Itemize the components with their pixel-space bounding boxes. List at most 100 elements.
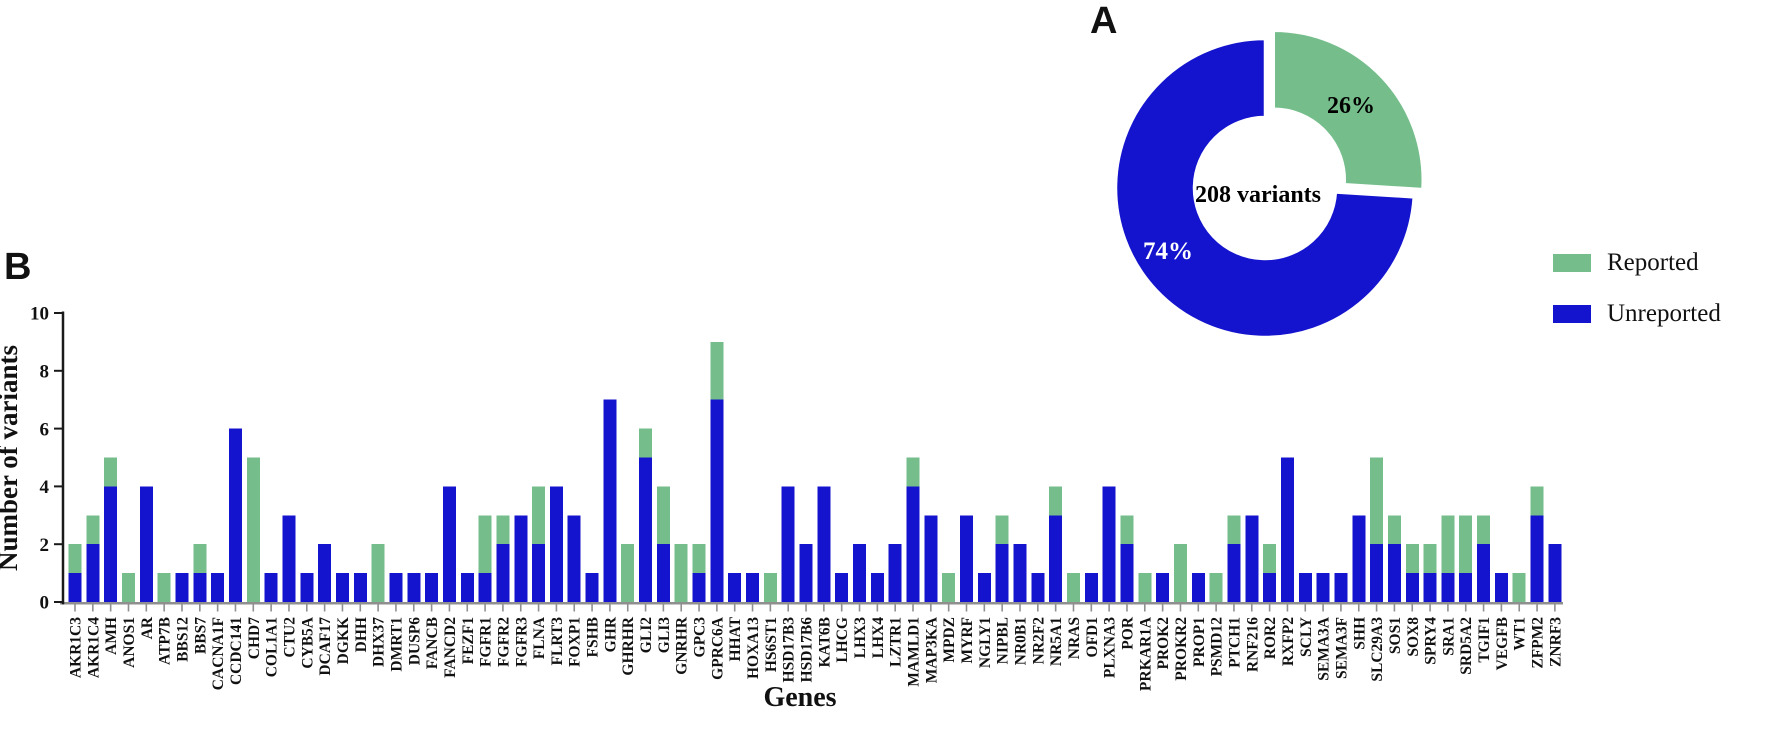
legend-item-reported: Reported: [1553, 249, 1721, 276]
bar-reported-GHRHR: [621, 544, 635, 602]
x-tick-label-CACNA1F: CACNA1F: [210, 617, 227, 690]
bar-unreported-HOXA13: [746, 573, 760, 602]
bar-reported-NRAS: [1066, 573, 1080, 602]
donut-chart: [1114, 29, 1424, 339]
bar-unreported-KAT6B: [817, 486, 831, 602]
pie-center-label: 208 variants: [1195, 182, 1321, 208]
x-tick-label-FLRT3: FLRT3: [549, 617, 566, 666]
bar-reported-SOS1: [1387, 515, 1401, 545]
bar-reported-TGIF1: [1477, 515, 1491, 545]
panel-a-label: A: [1090, 0, 1118, 42]
bar-unreported-LHCG: [835, 573, 849, 602]
bar-unreported-DMRT1: [389, 573, 403, 602]
x-tick-label-NRAS: NRAS: [1066, 617, 1083, 659]
bar-reported-SPRY4: [1423, 544, 1437, 574]
x-tick-label-HS6ST1: HS6ST1: [763, 617, 780, 672]
bar-unreported-MAP3KA: [924, 515, 938, 602]
bar-unreported-COL1A1: [264, 573, 278, 602]
x-tick-label-KAT6B: KAT6B: [816, 617, 833, 668]
x-tick-label-NIPBL: NIPBL: [995, 617, 1012, 664]
bars-group: [68, 341, 1562, 602]
x-tick-label-SOS1: SOS1: [1387, 617, 1404, 654]
x-tick-label-LZTR1: LZTR1: [888, 617, 905, 667]
x-tick-label-MAP3KA: MAP3KA: [923, 616, 940, 683]
bar-reported-GPRC6A: [710, 341, 724, 400]
x-tick-label-SPRY4: SPRY4: [1423, 617, 1440, 665]
bar-reported-GLI3: [656, 486, 670, 545]
bar-unreported-GLI3: [656, 544, 670, 602]
bar-reported-AKR1C4: [86, 515, 100, 545]
x-tick-label-ATP7B: ATP7B: [157, 617, 174, 665]
bar-reported-ROR2: [1263, 544, 1277, 574]
x-tick-label-TGIF1: TGIF1: [1476, 617, 1493, 663]
bar-reported-GLI2: [639, 428, 653, 458]
bar-unreported-ZNRF3: [1548, 544, 1562, 602]
bar-unreported-FSHB: [585, 573, 599, 602]
bar-unreported-CACNA1F: [211, 573, 225, 602]
bar-unreported-BBS7: [193, 573, 207, 602]
x-tick-label-GNRHR: GNRHR: [674, 616, 691, 675]
x-tick-label-HOXA13: HOXA13: [745, 617, 762, 679]
bar-unreported-AKR1C3: [68, 573, 82, 602]
x-tick-label-PLXNA3: PLXNA3: [1102, 617, 1119, 678]
x-tick-label-NR0B1: NR0B1: [1012, 617, 1029, 665]
bar-unreported-SEMA3F: [1334, 573, 1348, 602]
bar-unreported-GPRC6A: [710, 399, 724, 602]
x-tick-label-OFD1: OFD1: [1084, 617, 1101, 657]
bar-unreported-FLRT3: [549, 486, 563, 602]
x-tick-label-SEMA3F: SEMA3F: [1333, 617, 1350, 679]
legend-label-reported: Reported: [1607, 249, 1699, 276]
bar-unreported-OFD1: [1084, 573, 1098, 602]
bar-unreported-NGLY1: [977, 573, 991, 602]
x-tick-label-HSD17B3: HSD17B3: [781, 617, 798, 683]
bar-reported-MAMLD1: [906, 457, 920, 487]
bar-unreported-MAMLD1: [906, 486, 920, 602]
bar-unreported-SOX8: [1405, 573, 1419, 602]
bar-reported-PRKAR1A: [1138, 573, 1152, 602]
bar-unreported-RNF216: [1245, 515, 1259, 602]
bar-unreported-MYRF: [960, 515, 973, 602]
bar-unreported-NR5A1: [1049, 515, 1063, 602]
x-tick-label-DCAF17: DCAF17: [317, 617, 334, 676]
bar-unreported-PTCH1: [1227, 544, 1241, 602]
x-tick-label-NR2F2: NR2F2: [1030, 617, 1047, 665]
bar-reported-FGFR1: [478, 515, 492, 574]
stacked-bar-chart: Number of variants Genes AKR1C3 AKR1C4 AMH…: [0, 304, 1564, 713]
x-tick-label-PSMD12: PSMD12: [1209, 617, 1226, 677]
bar-unreported-DHH: [353, 573, 367, 602]
bar-reported-NIPBL: [995, 515, 1009, 545]
x-tick-label-GLI3: GLI3: [656, 617, 673, 653]
x-tick-label-DMRT1: DMRT1: [388, 617, 405, 672]
bar-reported-ANOS1: [121, 573, 135, 602]
x-tick-label-MAMLD1: MAMLD1: [906, 617, 923, 687]
x-tick-label-FGFR1: FGFR1: [478, 617, 495, 667]
x-tick-label-FEZF1: FEZF1: [460, 617, 477, 664]
bar-reported-SOX8: [1405, 544, 1419, 574]
bar-unreported-HSD17B3: [781, 486, 795, 602]
legend-label-unreported: Unreported: [1607, 300, 1721, 327]
bar-unreported-NR2F2: [1031, 573, 1045, 602]
bar-unreported-DGKK: [335, 573, 349, 602]
bar-reported-NR5A1: [1049, 486, 1063, 516]
x-tick-label-FLNA: FLNA: [531, 616, 548, 659]
panel-b-label: B: [4, 246, 32, 288]
bar-reported-AMH: [104, 457, 118, 487]
x-tick-label-CTU2: CTU2: [281, 617, 298, 658]
bar-reported-CHD7: [246, 457, 260, 602]
bar-unreported-AMH: [104, 486, 118, 602]
x-tick-label-ZNRF3: ZNRF3: [1547, 617, 1564, 667]
bar-unreported-NIPBL: [995, 544, 1009, 602]
x-tick-label-BBS7: BBS7: [192, 617, 209, 654]
x-tick-label-GPRC6A: GPRC6A: [709, 616, 726, 680]
bar-reported-BBS7: [193, 544, 207, 574]
axes-group: [54, 311, 1563, 612]
bar-unreported-GHR: [603, 399, 617, 602]
bar-unreported-POR: [1120, 544, 1134, 602]
x-tick-label-DHX37: DHX37: [371, 617, 388, 667]
y-tick-label-8: 8: [40, 361, 50, 382]
x-tick-label-PROKR2: PROKR2: [1173, 617, 1190, 681]
bar-reported-ATP7B: [157, 573, 171, 602]
bar-unreported-SPRY4: [1423, 573, 1437, 602]
x-tick-label-COL1A1: COL1A1: [264, 617, 281, 677]
bar-reported-PSMD12: [1209, 573, 1223, 602]
